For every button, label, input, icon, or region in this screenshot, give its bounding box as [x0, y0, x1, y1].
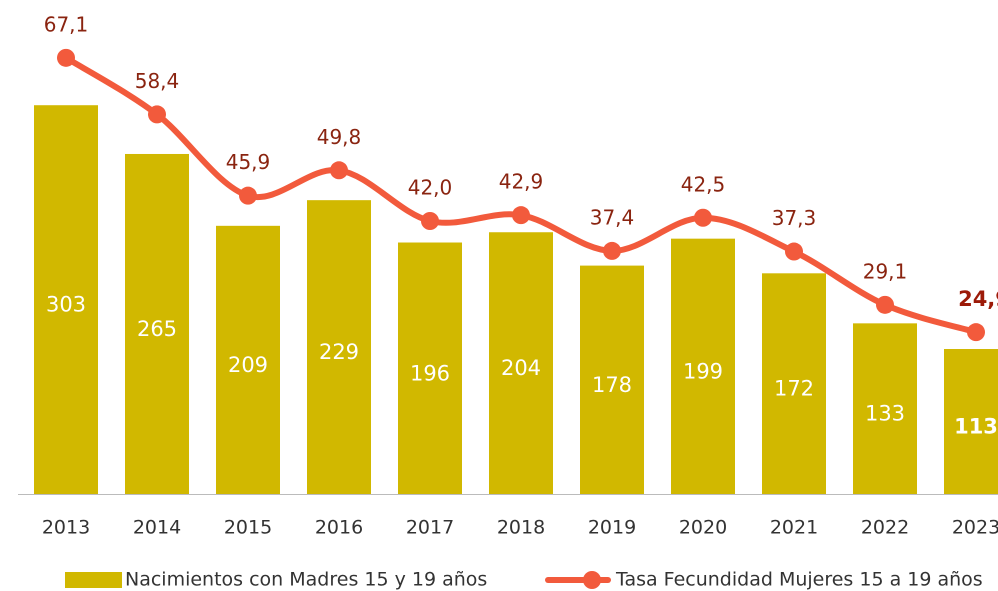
line-point	[512, 206, 530, 225]
line-label: 37,3	[772, 206, 817, 230]
x-tick-label: 2014	[133, 517, 181, 539]
legend-swatch	[65, 572, 122, 588]
bar-label: 209	[228, 353, 268, 377]
line-label: 37,4	[590, 205, 635, 229]
bar	[489, 232, 553, 495]
legend-label: Tasa Fecundidad Mujeres 15 a 19 años	[615, 569, 983, 591]
bar	[216, 225, 280, 495]
line-label: 42,0	[408, 176, 453, 200]
x-tick-label: 2015	[224, 517, 272, 539]
x-tick-label: 2023	[952, 517, 998, 539]
bar	[398, 242, 462, 494]
x-tick-label: 2013	[42, 517, 90, 539]
line-point	[876, 295, 894, 314]
bar-label: 303	[46, 293, 86, 317]
line-point	[148, 105, 166, 124]
bar-label: 199	[683, 359, 723, 383]
line-point	[57, 48, 75, 67]
line-label: 49,8	[317, 125, 362, 149]
line-label: 24,9	[958, 287, 998, 311]
line-point	[239, 186, 257, 205]
bar-label: 178	[592, 373, 632, 397]
bar-label: 229	[319, 340, 359, 364]
x-tick-label: 2022	[861, 517, 909, 539]
line-label: 58,4	[135, 69, 180, 93]
bar	[307, 200, 371, 494]
line-point	[330, 161, 348, 180]
line-label: 45,9	[226, 150, 271, 174]
x-tick-label: 2016	[315, 517, 363, 539]
bar-label: 113	[954, 415, 998, 439]
bar	[671, 238, 735, 494]
x-tick-label: 2019	[588, 517, 636, 539]
x-tick-label: 2017	[406, 517, 454, 539]
line-label: 42,5	[681, 172, 726, 196]
line-point	[967, 323, 985, 342]
legend-label: Nacimientos con Madres 15 y 19 años	[125, 569, 487, 591]
x-tick-label: 2020	[679, 517, 727, 539]
line-point	[694, 208, 712, 227]
bar	[762, 273, 826, 494]
legend-swatch-point	[583, 571, 601, 589]
line-point	[603, 241, 621, 260]
line-point	[421, 212, 439, 230]
bar	[944, 349, 998, 494]
bar-label: 265	[137, 317, 177, 341]
bar	[853, 323, 917, 494]
bar-label: 133	[865, 402, 905, 426]
line-label: 42,9	[499, 170, 544, 194]
bar-label: 204	[501, 356, 541, 380]
line-label: 29,1	[863, 259, 908, 283]
bar-label: 172	[774, 377, 814, 401]
bar	[580, 265, 644, 494]
bar-label: 196	[410, 361, 450, 385]
line-label: 67,1	[44, 12, 89, 36]
bar	[34, 105, 98, 495]
bar	[125, 153, 189, 494]
x-tick-label: 2018	[497, 517, 545, 539]
x-tick-label: 2021	[770, 517, 818, 539]
line-point	[785, 242, 803, 261]
